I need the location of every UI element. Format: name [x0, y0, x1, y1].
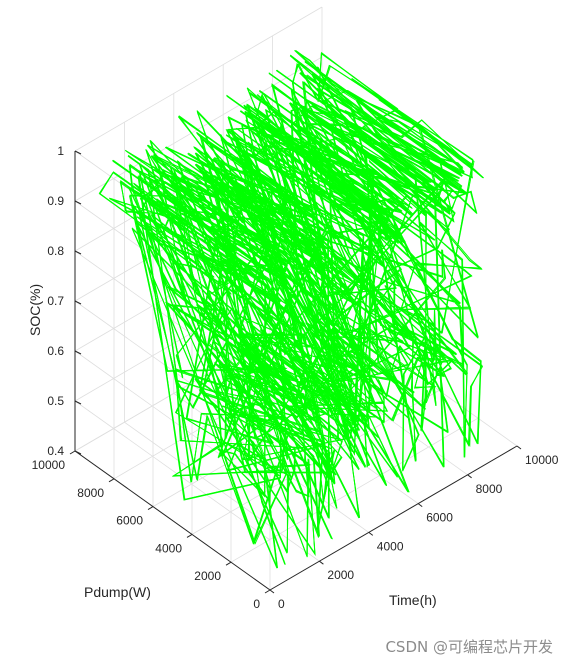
x-tick-mark [319, 560, 324, 565]
z-tick-label: 0.4 [47, 444, 64, 458]
y-tick-label: 2000 [194, 569, 221, 583]
axes-box [69, 150, 522, 594]
x-tick-label: 2000 [327, 568, 354, 582]
y-tick-label: 8000 [77, 486, 104, 500]
x-tick-mark [368, 532, 374, 536]
z-tick-label: 0.5 [47, 394, 64, 408]
y-axis-label: Pdump(W) [84, 584, 151, 600]
tick-labels: 0 2000 4000 6000 8000 10000 0 2000 4000 6000 8000 1… [32, 144, 559, 611]
back-wall-gridline [74, 6, 323, 152]
y-tick-mark [69, 450, 76, 455]
x-tick-mark [417, 503, 423, 508]
y-tick-mark [147, 506, 154, 511]
y-tick-label: 4000 [155, 541, 182, 555]
y-tick-mark [225, 561, 232, 566]
x-tick-mark [269, 589, 275, 594]
x-tick-label: 0 [278, 597, 285, 611]
z-tick-mark [74, 300, 82, 305]
y-tick-label: 10000 [32, 458, 66, 472]
y-tick-mark [264, 589, 271, 594]
z-tick-label: 0.7 [47, 294, 64, 308]
y-tick-mark [186, 533, 193, 538]
z-tick-label: 0.8 [47, 244, 64, 258]
x-axis-line [269, 445, 518, 591]
x-tick-label: 10000 [525, 453, 559, 467]
x-tick-label: 6000 [426, 511, 453, 525]
z-tick-mark [74, 200, 82, 205]
z-tick-label: 0.9 [47, 194, 64, 208]
z-tick-label: 1 [57, 144, 64, 158]
x-tick-label: 4000 [377, 539, 404, 553]
z-tick-label: 0.6 [47, 344, 64, 358]
x-tick-mark [516, 445, 522, 450]
soc-series-line [99, 50, 484, 569]
side-wall-gridline [74, 400, 271, 541]
floor-gridline [230, 417, 479, 563]
x-axis-label: Time(h) [389, 592, 437, 608]
z-tick-mark [74, 350, 82, 355]
y-tick-label: 6000 [116, 514, 143, 528]
data-series [98, 50, 485, 569]
x-tick-mark [467, 474, 472, 479]
z-tick-mark [74, 450, 82, 455]
x-tick-label: 8000 [476, 482, 503, 496]
z-tick-mark [74, 250, 82, 255]
y-tick-label: 0 [253, 597, 260, 611]
z-tick-mark [74, 150, 82, 155]
z-axis-label: SOC(%) [27, 284, 43, 336]
y-axis-line [74, 450, 271, 591]
watermark: CSDN @可编程芯片开发 [385, 638, 553, 656]
z-tick-mark [74, 400, 82, 405]
y-tick-mark [108, 478, 115, 483]
